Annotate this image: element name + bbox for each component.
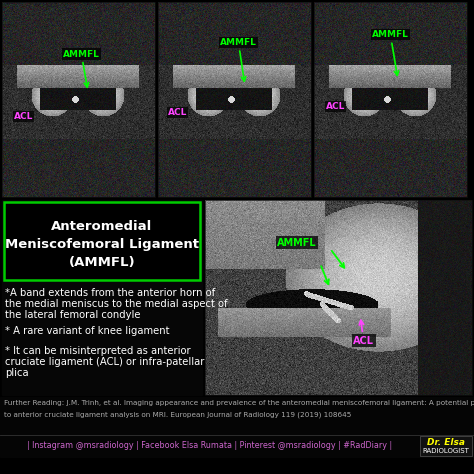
Bar [158, 2, 311, 197]
Text: ACL: ACL [353, 320, 374, 346]
Text: ACL: ACL [168, 108, 187, 117]
Text: * It can be misinterpreted as anterior: * It can be misinterpreted as anterior [5, 346, 191, 356]
Bar [314, 2, 467, 197]
Bar [0, 397, 474, 435]
Text: Meniscofemoral Ligament: Meniscofemoral Ligament [5, 238, 199, 251]
Text: cruciate ligament (ACL) or infra-patellar: cruciate ligament (ACL) or infra-patella… [5, 357, 204, 367]
Text: Anteromedial: Anteromedial [51, 220, 153, 234]
Bar [0, 435, 474, 457]
Text: AMMFL: AMMFL [220, 38, 257, 81]
Text: AMMFL: AMMFL [277, 237, 317, 247]
Bar [2, 200, 202, 395]
Text: * A rare variant of knee ligament: * A rare variant of knee ligament [5, 326, 170, 336]
Bar [205, 200, 472, 395]
Text: the lateral femoral condyle: the lateral femoral condyle [5, 310, 140, 320]
Text: to anterior cruciate ligament analysis on MRI. European Journal of Radiology 119: to anterior cruciate ligament analysis o… [4, 412, 351, 419]
Bar [420, 436, 472, 456]
Text: plica: plica [5, 368, 28, 378]
Text: AMMFL: AMMFL [372, 30, 409, 75]
Text: ACL: ACL [326, 102, 346, 111]
Text: Dr. Elsa: Dr. Elsa [427, 438, 465, 447]
Bar [4, 202, 200, 280]
Text: (AMMFL): (AMMFL) [69, 256, 135, 269]
Bar [2, 2, 155, 197]
Text: | Instagram @msradiology | Facebook Elsa Rumata | Pinterest @msradiology | #RadD: | Instagram @msradiology | Facebook Elsa… [27, 441, 392, 450]
Text: AMMFL: AMMFL [63, 50, 100, 87]
Text: ACL: ACL [14, 112, 33, 121]
Text: *A band extends from the anterior horn of: *A band extends from the anterior horn o… [5, 288, 215, 298]
Text: Further Reading: J.M. Trinh, et al. Imaging appearance and prevalence of the ant: Further Reading: J.M. Trinh, et al. Imag… [4, 400, 474, 406]
Text: the medial meniscus to the medial aspect of: the medial meniscus to the medial aspect… [5, 299, 228, 309]
Text: RADIOLOGIST: RADIOLOGIST [422, 448, 469, 454]
